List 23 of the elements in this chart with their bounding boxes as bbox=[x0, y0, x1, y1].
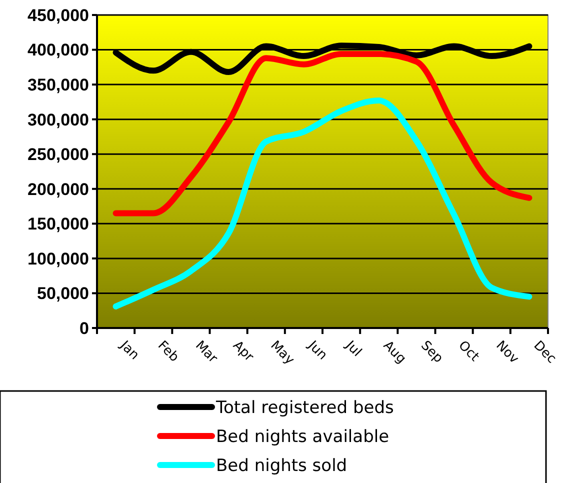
y-tick-label: 450,000 bbox=[28, 6, 89, 25]
y-tick-label: 100,000 bbox=[28, 249, 89, 268]
legend-label: Bed nights sold bbox=[216, 456, 348, 476]
y-tick-label: 50,000 bbox=[37, 284, 89, 304]
x-tick-label: Jun bbox=[304, 338, 330, 364]
y-tick-label: 300,000 bbox=[28, 110, 89, 130]
x-tick-label: Mar bbox=[192, 338, 221, 367]
x-tick-label: Oct bbox=[455, 338, 482, 365]
x-tick-label: Jan bbox=[116, 338, 142, 364]
y-tick-label: 350,000 bbox=[28, 76, 89, 95]
y-tick-label: 400,000 bbox=[28, 40, 89, 60]
y-tick-label: 0 bbox=[80, 318, 89, 338]
x-tick-label: Aug bbox=[380, 338, 409, 367]
x-tick-label: Jul bbox=[342, 338, 364, 360]
y-tick-label: 150,000 bbox=[28, 214, 89, 234]
legend-label: Total registered beds bbox=[215, 398, 394, 418]
legend-label: Bed nights available bbox=[216, 426, 390, 447]
x-tick-label: Sep bbox=[418, 338, 446, 366]
x-tick-label: Feb bbox=[154, 338, 182, 366]
x-tick-label: Apr bbox=[230, 338, 257, 366]
y-tick-label: 250,000 bbox=[28, 145, 89, 164]
y-tick-label: 200,000 bbox=[28, 180, 89, 199]
x-tick-label: Nov bbox=[492, 338, 522, 367]
